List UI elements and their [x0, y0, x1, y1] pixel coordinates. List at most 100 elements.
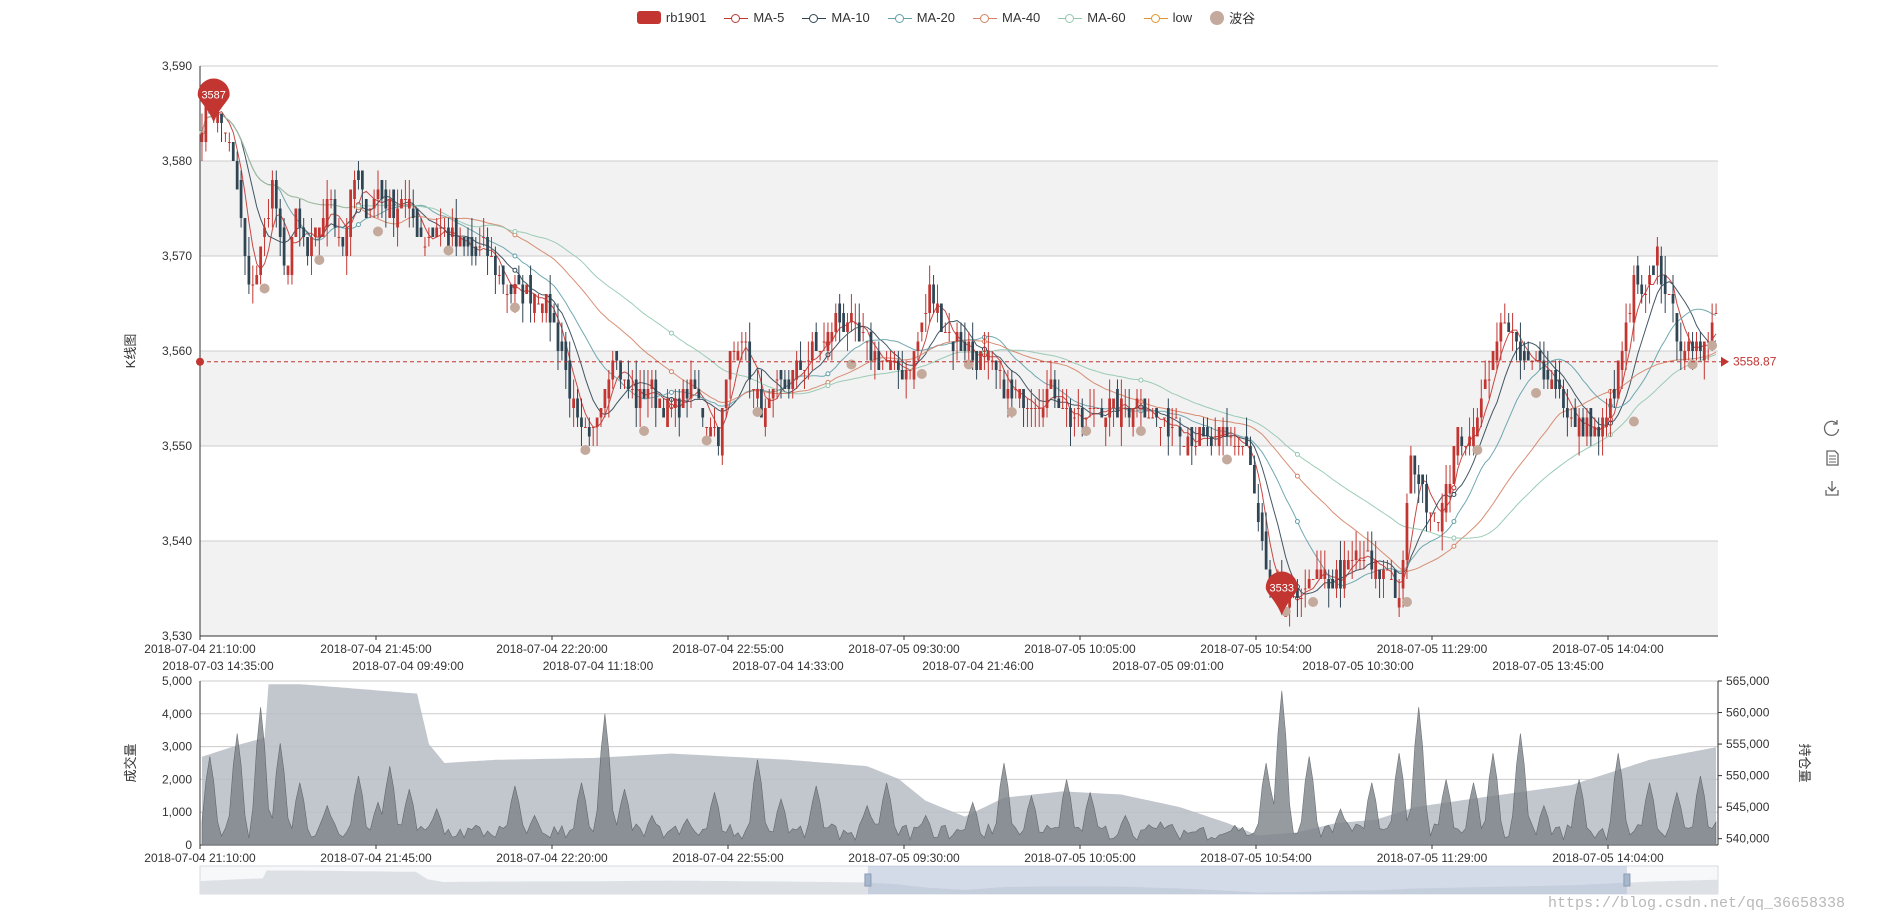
y-axis-label-left: 成交量 [123, 743, 138, 782]
candle-body [521, 284, 525, 304]
candle-body [799, 360, 802, 370]
candle-body [1706, 341, 1710, 343]
save-image-icon[interactable] [1822, 478, 1842, 498]
candle-body [1296, 588, 1299, 598]
candle-body [920, 322, 924, 332]
candle-body [419, 227, 423, 237]
candle-body [1671, 294, 1675, 304]
candle-body [1033, 408, 1037, 409]
valley-point [1135, 426, 1146, 436]
datazoom-handle-right[interactable] [1623, 873, 1631, 887]
legend-line-icon [973, 11, 997, 25]
candle-body [1655, 246, 1659, 266]
candle-body [306, 237, 309, 256]
grid-band [200, 161, 1718, 256]
legend-item-ma-60[interactable]: MA-60 [1058, 8, 1126, 27]
candle-body [368, 208, 372, 210]
restore-icon[interactable] [1822, 418, 1842, 438]
datazoom-window[interactable] [867, 866, 1627, 894]
candle-body [314, 227, 317, 237]
datazoom-handle-left[interactable] [864, 873, 872, 887]
valley-point [752, 407, 763, 417]
watermark-text: https://blog.csdn.net/qq_36658338 [1548, 895, 1846, 912]
candle-body [595, 417, 599, 427]
candle-body [1675, 313, 1679, 342]
candle-body [482, 237, 486, 238]
candle-body [1628, 313, 1632, 314]
candle-body [271, 180, 274, 209]
candle-body [263, 227, 266, 237]
y-tick-label-left: 1,000 [162, 805, 192, 819]
valley-point [1401, 597, 1412, 607]
candle-body [767, 398, 771, 408]
legend-item-low[interactable]: low [1143, 8, 1192, 27]
candle-body [1178, 427, 1182, 437]
candle-body [411, 208, 415, 218]
candle-body [486, 237, 489, 256]
candle-body [572, 398, 576, 408]
valley-point [580, 445, 591, 455]
candle-body [400, 199, 403, 209]
legend-item-rb1901[interactable]: rb1901 [636, 8, 706, 27]
valley-point [509, 302, 520, 313]
candle-body [525, 284, 529, 294]
candle-body [1307, 579, 1311, 589]
legend-item-ma-40[interactable]: MA-40 [973, 8, 1040, 27]
candle-body [979, 351, 982, 370]
y-tick-label-right: 550,000 [1726, 769, 1770, 783]
y-tick-label-left: 2,000 [162, 772, 192, 786]
candle-body [670, 408, 673, 409]
candle-body [630, 389, 634, 390]
candle-body [1511, 332, 1514, 333]
candle-body [736, 351, 740, 361]
candle-body [1323, 569, 1327, 579]
candle-body [537, 303, 540, 305]
candle-body [1163, 417, 1166, 419]
candle-body [912, 351, 916, 380]
ma-60-point [355, 203, 361, 209]
legend-item--[interactable]: 波谷 [1210, 8, 1255, 27]
candle-body [1640, 284, 1644, 294]
candle-body [345, 227, 349, 256]
candle-body [1327, 579, 1331, 589]
candle-body [1123, 408, 1127, 409]
candle-body [893, 360, 896, 362]
candle-body [873, 351, 877, 361]
x-tick-label: 2018-07-05 10:05:00 [1024, 642, 1136, 656]
legend-item-ma-10[interactable]: MA-10 [802, 8, 870, 27]
candle-body [861, 332, 865, 333]
candle-body [1585, 417, 1589, 437]
ma-60-line [201, 112, 1717, 539]
candle-body [1233, 446, 1237, 447]
candle-body [889, 360, 892, 370]
candle-body [1245, 436, 1248, 446]
candle-body [1605, 417, 1608, 427]
datazoom-preview [200, 870, 1718, 894]
candle-body [1342, 560, 1346, 589]
candle-body [1194, 446, 1198, 447]
legend-item-ma-20[interactable]: MA-20 [887, 8, 955, 27]
markline-start-dot [196, 357, 204, 366]
candle-body [1076, 408, 1080, 409]
candle-body [282, 227, 286, 266]
y-tick-label-left: 4,000 [162, 707, 192, 721]
candle-body [1702, 341, 1706, 361]
valley-point [846, 359, 857, 370]
x-tick-label: 2018-07-04 21:10:00 [144, 642, 256, 656]
markpoint-pin-icon [1265, 571, 1298, 616]
candle-body [646, 389, 650, 399]
candle-body [443, 227, 446, 229]
legend-item-ma-5[interactable]: MA-5 [724, 8, 784, 27]
candle-body [951, 341, 955, 351]
x-tick-label-secondary: 2018-07-04 11:18:00 [543, 659, 654, 673]
candle-body [1249, 446, 1252, 465]
x-tick-label: 2018-07-05 10:05:00 [1024, 851, 1136, 865]
candle-body [1147, 417, 1151, 419]
legend-label: MA-60 [1087, 10, 1126, 25]
valley-point [1628, 416, 1639, 427]
candle-body [619, 360, 622, 380]
candle-body [1401, 560, 1405, 589]
ma-60-point [1294, 451, 1300, 457]
candle-body [384, 189, 388, 209]
data-view-icon[interactable] [1822, 448, 1842, 468]
